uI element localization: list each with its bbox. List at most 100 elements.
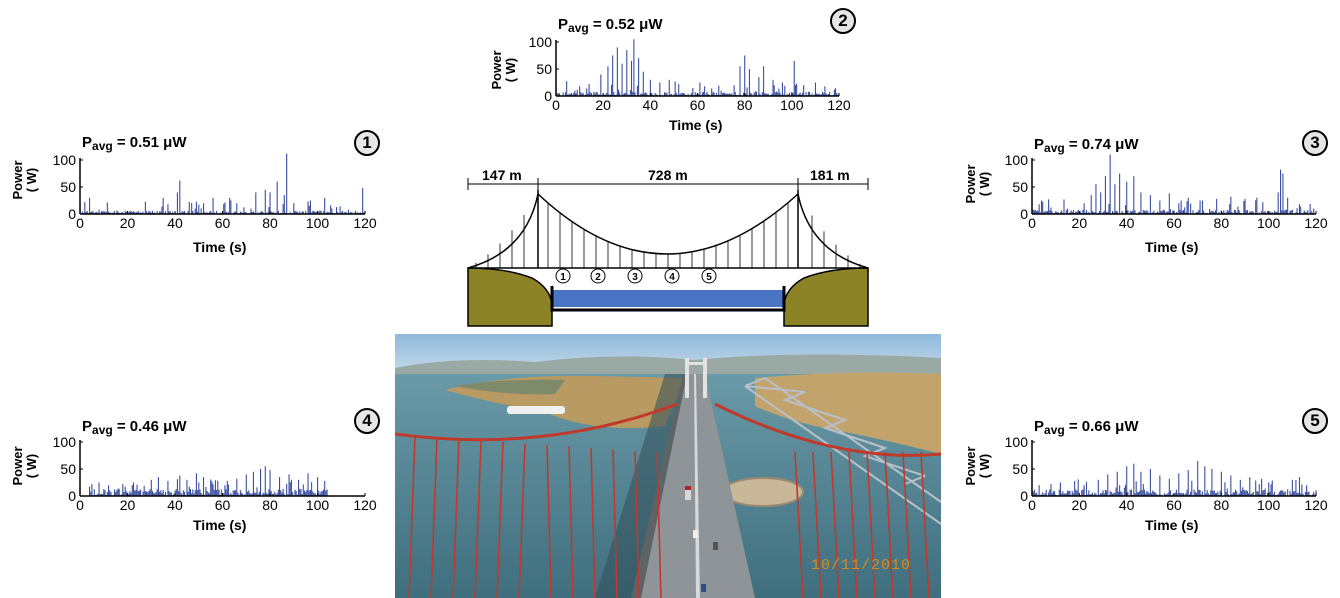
chart-bar bbox=[313, 210, 315, 214]
chart-bar bbox=[160, 211, 162, 214]
chart-bar bbox=[159, 491, 161, 496]
chart-bar bbox=[1240, 490, 1243, 496]
chart-bar bbox=[576, 89, 578, 96]
chart-bar bbox=[286, 153, 288, 214]
chart-bar bbox=[1166, 494, 1168, 496]
chart-bar bbox=[264, 466, 266, 496]
chart-bar bbox=[85, 211, 87, 214]
chart-bar bbox=[1035, 493, 1037, 496]
chart-bar bbox=[271, 493, 273, 496]
chart-bar bbox=[1276, 211, 1278, 214]
y-tick-label: 0 bbox=[1020, 206, 1028, 222]
chart-bar bbox=[258, 491, 260, 496]
chart-bar bbox=[1067, 490, 1069, 496]
sensor-marker-3: 3 bbox=[627, 268, 643, 284]
chart-bar bbox=[104, 490, 106, 496]
chart-bar bbox=[1100, 493, 1102, 496]
photo-far-hills bbox=[395, 354, 941, 380]
chart-bar bbox=[1082, 209, 1084, 214]
chart-bar bbox=[282, 203, 284, 214]
chart-bar bbox=[116, 490, 118, 496]
chart-bar bbox=[663, 92, 666, 96]
chart-bar bbox=[1076, 490, 1078, 496]
chart-bar bbox=[245, 212, 247, 214]
x-axis-label-5: Time (s) bbox=[1145, 517, 1199, 533]
chart-bar bbox=[1175, 489, 1177, 496]
chart-bar bbox=[154, 493, 156, 496]
chart-bar bbox=[1045, 489, 1047, 496]
chart-bar bbox=[148, 210, 150, 214]
chart-bar bbox=[1264, 488, 1266, 496]
chart-bar bbox=[1244, 198, 1246, 214]
chart-bar bbox=[1162, 209, 1164, 214]
chart-bar bbox=[1149, 195, 1151, 214]
chart-bar bbox=[1032, 491, 1034, 496]
chart-bar bbox=[1229, 204, 1231, 214]
chart-bar bbox=[1212, 211, 1214, 214]
bridge-schematic: 147 m 728 m 181 m 1 2 3 4 5 bbox=[467, 167, 869, 327]
chart-bar bbox=[1077, 479, 1079, 496]
chart-bar bbox=[1134, 210, 1136, 214]
chart-bar bbox=[786, 94, 788, 96]
chart-bar bbox=[144, 491, 146, 496]
chart-bar bbox=[1220, 471, 1222, 496]
chart-bar bbox=[197, 490, 199, 496]
chart-bar bbox=[351, 212, 353, 214]
chart-bar bbox=[1310, 211, 1312, 214]
chart-bar bbox=[796, 83, 798, 96]
chart-bar bbox=[325, 490, 327, 496]
chart-bar bbox=[1210, 211, 1212, 214]
chart-bar bbox=[698, 93, 700, 96]
chart-bar bbox=[1283, 210, 1285, 214]
chart-bar bbox=[1261, 478, 1263, 496]
power-chart-2: 0 20 40 60 80 100 120 0 50 100 bbox=[529, 34, 851, 113]
chart-bar bbox=[1227, 494, 1230, 496]
x-tick-label: 0 bbox=[76, 497, 84, 513]
chart-bar bbox=[1270, 484, 1272, 496]
chart-bar bbox=[825, 93, 827, 96]
chart-bar bbox=[1149, 469, 1151, 496]
chart-bar bbox=[111, 212, 113, 214]
chart-bar bbox=[212, 484, 214, 496]
chart-bar bbox=[314, 493, 316, 496]
chart-bar bbox=[223, 203, 225, 214]
chart-bar bbox=[195, 473, 197, 496]
chart-bar bbox=[557, 93, 559, 96]
chart-bar bbox=[1040, 494, 1043, 496]
chart-bar bbox=[646, 93, 648, 96]
chart-bar bbox=[1095, 493, 1097, 496]
chart-bar bbox=[336, 207, 338, 214]
chart-bar bbox=[799, 92, 801, 96]
chart-bar bbox=[1136, 492, 1138, 496]
chart-bar bbox=[568, 94, 570, 96]
chart-bar bbox=[706, 91, 708, 96]
chart-bar bbox=[1192, 210, 1194, 214]
chart-bar bbox=[1248, 493, 1250, 496]
chart-bar bbox=[1300, 493, 1302, 496]
chart-bar bbox=[633, 39, 635, 96]
chart-bar bbox=[1159, 200, 1161, 214]
photo-hanger bbox=[546, 444, 552, 598]
chart-bar bbox=[1307, 491, 1309, 496]
chart-bar bbox=[1056, 211, 1058, 214]
chart-bar bbox=[681, 92, 683, 96]
chart-bar bbox=[1063, 493, 1065, 496]
chart-bar bbox=[176, 192, 178, 214]
chart-bar bbox=[654, 92, 656, 96]
photo-hanger bbox=[590, 447, 596, 598]
chart-bar bbox=[1115, 487, 1117, 496]
chart-bar bbox=[159, 211, 161, 214]
chart-bar bbox=[1243, 489, 1245, 496]
chart-bar bbox=[687, 93, 689, 96]
chart-bar bbox=[1130, 489, 1132, 496]
y-tick-label: 0 bbox=[544, 88, 552, 104]
chart-bar bbox=[91, 484, 93, 496]
chart-bar bbox=[758, 77, 760, 96]
chart-bar bbox=[235, 490, 237, 496]
chart-bar bbox=[1045, 211, 1047, 214]
photo-hanger bbox=[812, 451, 822, 598]
chart-bar bbox=[581, 93, 583, 96]
chart-bar bbox=[106, 202, 108, 214]
chart-bar bbox=[1282, 173, 1284, 214]
chart-bar bbox=[110, 492, 112, 496]
